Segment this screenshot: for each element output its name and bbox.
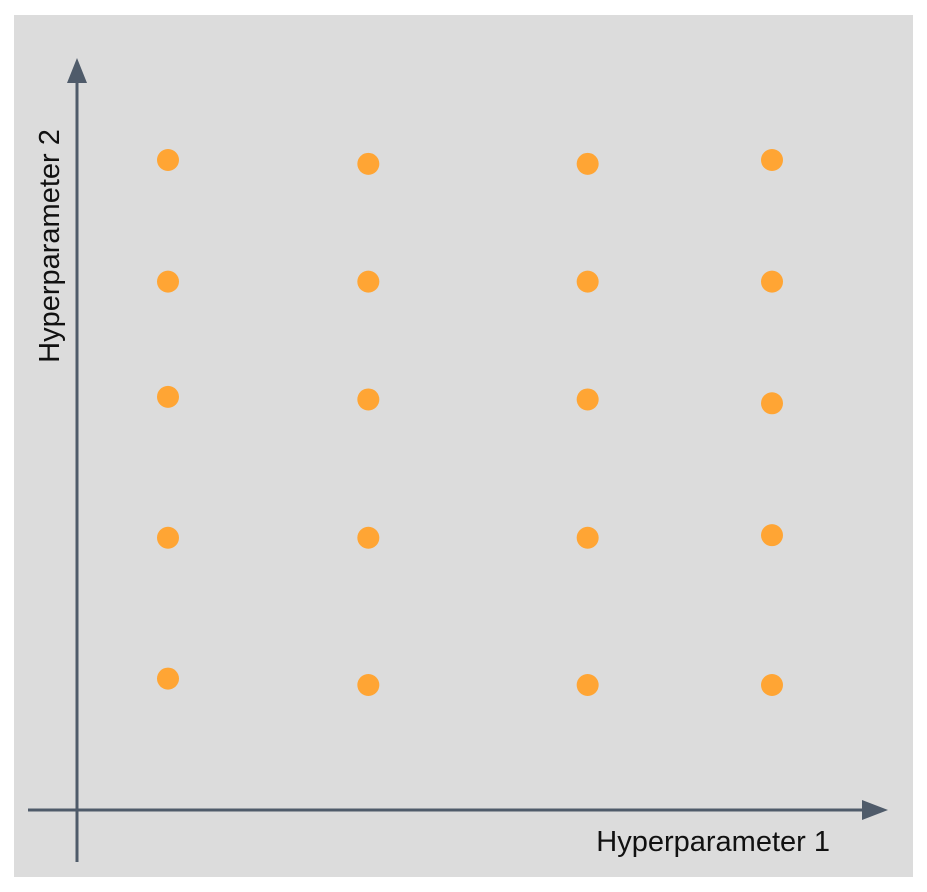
- data-point: [761, 674, 783, 696]
- data-point: [157, 667, 179, 690]
- data-point: [761, 270, 783, 293]
- data-point: [157, 385, 179, 408]
- data-point: [576, 388, 599, 411]
- data-point: [357, 674, 380, 696]
- data-point: [576, 526, 599, 549]
- data-point: [357, 388, 380, 411]
- data-point: [761, 524, 783, 547]
- data-point: [157, 526, 179, 549]
- data-point: [576, 270, 599, 293]
- y-axis-label: Hyperparameter 2: [34, 129, 66, 363]
- data-point: [761, 149, 783, 171]
- data-point: [157, 149, 179, 171]
- x-axis-label: Hyperparameter 1: [596, 826, 830, 858]
- data-point: [576, 152, 599, 175]
- data-points: [157, 149, 783, 696]
- data-point: [761, 392, 783, 415]
- x-axis-arrowhead: [862, 800, 888, 820]
- data-point: [357, 152, 380, 175]
- data-point: [357, 270, 380, 293]
- y-axis-arrowhead: [67, 58, 87, 83]
- data-point: [357, 526, 380, 549]
- data-point: [157, 270, 179, 293]
- data-point: [576, 674, 599, 696]
